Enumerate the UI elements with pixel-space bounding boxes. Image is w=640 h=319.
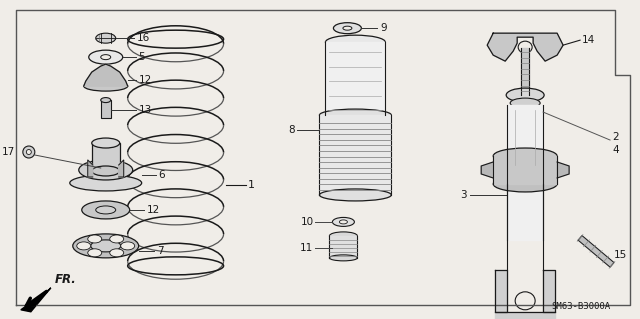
Text: 13: 13: [139, 105, 152, 115]
Ellipse shape: [84, 81, 128, 91]
Text: 12: 12: [147, 205, 160, 215]
Text: SM63-B3000A: SM63-B3000A: [551, 302, 610, 311]
Ellipse shape: [332, 218, 355, 226]
Polygon shape: [330, 236, 357, 258]
Ellipse shape: [26, 150, 31, 154]
Ellipse shape: [88, 249, 102, 257]
Ellipse shape: [92, 138, 120, 148]
Ellipse shape: [339, 220, 348, 224]
Ellipse shape: [325, 35, 385, 49]
Ellipse shape: [330, 232, 357, 240]
Text: 11: 11: [300, 243, 314, 253]
Ellipse shape: [82, 201, 130, 219]
Ellipse shape: [493, 148, 557, 164]
Text: 17: 17: [2, 147, 15, 157]
Polygon shape: [319, 115, 391, 195]
Ellipse shape: [73, 234, 139, 258]
Text: 5: 5: [139, 52, 145, 62]
Text: FR.: FR.: [55, 273, 77, 286]
Polygon shape: [84, 64, 128, 86]
Ellipse shape: [330, 255, 357, 261]
Polygon shape: [543, 270, 555, 312]
Polygon shape: [578, 236, 614, 267]
Text: 14: 14: [582, 35, 595, 45]
Ellipse shape: [518, 41, 532, 53]
Text: 12: 12: [139, 75, 152, 85]
Text: 2: 2: [612, 132, 619, 142]
Ellipse shape: [333, 23, 362, 34]
Ellipse shape: [343, 26, 352, 30]
Ellipse shape: [23, 146, 35, 158]
Polygon shape: [507, 105, 543, 240]
Ellipse shape: [319, 189, 391, 201]
Ellipse shape: [493, 176, 557, 192]
Ellipse shape: [88, 235, 102, 243]
Polygon shape: [521, 48, 529, 95]
Ellipse shape: [515, 292, 535, 310]
Text: 9: 9: [380, 23, 387, 33]
Polygon shape: [557, 162, 569, 178]
Polygon shape: [487, 33, 563, 61]
Ellipse shape: [510, 98, 540, 108]
Ellipse shape: [77, 242, 91, 250]
Text: 16: 16: [137, 33, 150, 43]
Polygon shape: [495, 270, 507, 312]
Ellipse shape: [92, 166, 120, 176]
Ellipse shape: [100, 98, 111, 103]
Ellipse shape: [506, 88, 544, 102]
Bar: [92, 143, 120, 171]
Ellipse shape: [70, 175, 141, 191]
Polygon shape: [495, 312, 555, 319]
Ellipse shape: [79, 160, 132, 180]
Text: 10: 10: [300, 217, 314, 227]
Text: 15: 15: [614, 250, 627, 260]
Ellipse shape: [109, 249, 124, 257]
Ellipse shape: [89, 50, 123, 64]
Bar: [100, 100, 111, 118]
Ellipse shape: [96, 33, 116, 43]
Polygon shape: [325, 42, 385, 115]
Text: 6: 6: [159, 170, 165, 180]
Ellipse shape: [100, 55, 111, 60]
Polygon shape: [481, 162, 493, 178]
Polygon shape: [88, 160, 93, 177]
Ellipse shape: [109, 235, 124, 243]
Polygon shape: [118, 160, 124, 177]
Text: 7: 7: [157, 246, 163, 256]
Ellipse shape: [91, 240, 121, 252]
Polygon shape: [493, 156, 557, 184]
Text: 3: 3: [461, 190, 467, 200]
Text: 4: 4: [612, 145, 619, 155]
Polygon shape: [21, 288, 51, 312]
Ellipse shape: [96, 206, 116, 214]
Text: 1: 1: [248, 180, 255, 190]
Ellipse shape: [121, 242, 134, 250]
Ellipse shape: [319, 109, 391, 121]
Text: 8: 8: [288, 125, 294, 135]
